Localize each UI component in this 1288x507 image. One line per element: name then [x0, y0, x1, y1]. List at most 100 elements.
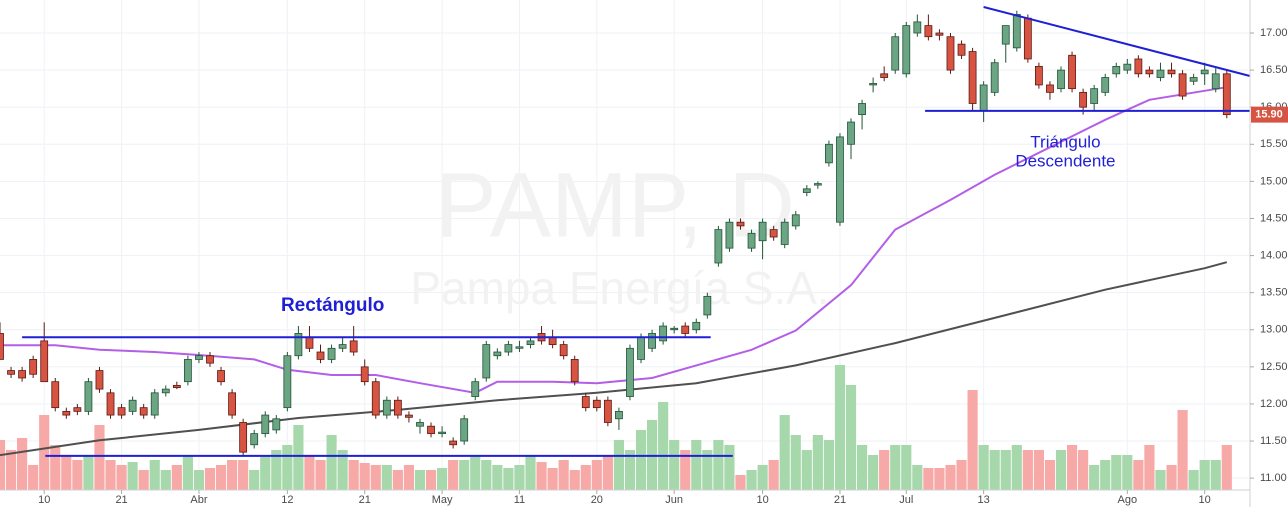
volume-bar — [989, 450, 1000, 490]
volume-bar — [1066, 445, 1078, 490]
candle-body — [393, 399, 402, 416]
volume-bar — [204, 468, 216, 490]
candle-body — [338, 344, 347, 349]
candle-body — [272, 418, 281, 431]
candle-body — [603, 399, 612, 423]
candle-body — [968, 51, 977, 104]
volume-bar — [1022, 450, 1033, 490]
volume-bar — [28, 465, 39, 490]
volume-bar — [1221, 445, 1232, 490]
y-tick-label: 11.50 — [1260, 435, 1287, 447]
volume-bar — [459, 460, 470, 490]
candle-body — [1134, 58, 1143, 75]
candle-body — [1178, 73, 1187, 97]
candle-body — [150, 392, 159, 416]
volume-bar — [1011, 445, 1022, 490]
x-tick-label: 10 — [1199, 494, 1211, 506]
volume-bar — [735, 475, 746, 490]
candle-body — [1057, 69, 1065, 90]
candle-body — [294, 333, 303, 357]
volume-bar — [1089, 465, 1100, 490]
candle-body — [648, 333, 656, 349]
candle-body — [1156, 69, 1165, 78]
candle-body — [858, 103, 866, 116]
candle-body — [935, 32, 944, 36]
volume-bar — [282, 445, 293, 490]
volume-bar — [304, 455, 315, 490]
candle-body — [283, 355, 292, 409]
candle-body — [139, 407, 148, 416]
candle-body — [515, 346, 524, 349]
volume-bar — [801, 450, 812, 490]
volume-bar — [414, 470, 426, 490]
volume-bar — [1133, 460, 1144, 490]
volume-bar — [1078, 450, 1089, 490]
candle-body — [62, 410, 71, 416]
volume-bar — [901, 445, 912, 490]
volume-bar — [138, 470, 149, 490]
candle-body — [40, 340, 49, 383]
candle-body — [1101, 77, 1110, 93]
candle-layer — [0, 10, 1231, 456]
volume-bar — [1155, 470, 1166, 490]
volume-bar — [580, 465, 591, 490]
candle-body — [670, 327, 679, 331]
volume-bar — [879, 450, 890, 490]
watermark: PAMP, D — [435, 154, 795, 256]
volume-bar — [724, 445, 735, 490]
volume-bar — [5, 450, 17, 490]
x-tick-label: 10 — [38, 494, 50, 506]
volume-bar — [227, 460, 238, 490]
volume-bar — [812, 435, 823, 490]
candle-body — [438, 431, 446, 435]
candle-body — [183, 359, 192, 383]
candle-body — [228, 392, 236, 416]
volume-bar — [547, 468, 558, 490]
candle-body — [1123, 63, 1132, 71]
volume-bar — [624, 450, 636, 490]
candle-body — [1090, 88, 1099, 104]
candle-body — [261, 414, 270, 435]
y-tick-label: 11.00 — [1260, 472, 1287, 484]
candle-body — [73, 407, 82, 412]
volume-bar — [613, 440, 625, 490]
volume-bar — [923, 468, 934, 490]
volume-bar — [149, 460, 160, 490]
y-tick-label: 13.00 — [1260, 324, 1288, 336]
candle-body — [1068, 54, 1076, 90]
candle-body — [637, 336, 645, 360]
candle-body — [1023, 17, 1032, 60]
x-tick-label: Abr — [190, 494, 207, 506]
x-tick-label: Jun — [665, 494, 683, 506]
volume-bar — [591, 460, 602, 490]
volume-bar — [293, 425, 304, 490]
candle-body — [305, 336, 314, 349]
candle-body — [791, 214, 800, 227]
grid — [0, 0, 1250, 490]
candle-body — [217, 370, 225, 383]
candle-body — [769, 229, 778, 238]
volume-bar — [83, 455, 94, 490]
volume-bar — [503, 468, 514, 490]
volume-bar — [249, 470, 260, 490]
volume-bar — [845, 385, 857, 490]
volume-bar — [381, 465, 392, 490]
x-tick-label: 12 — [281, 494, 293, 506]
volume-bar — [448, 460, 459, 490]
volume-bar — [61, 455, 72, 490]
volume-bar — [315, 460, 326, 490]
candle-body — [1046, 84, 1054, 93]
x-tick-label: 21 — [115, 494, 127, 506]
candle-body — [957, 43, 966, 56]
y-tick-label: 15.00 — [1260, 175, 1288, 187]
volume-bar — [116, 465, 127, 490]
candle-body — [681, 325, 690, 334]
volume-bar — [1033, 450, 1044, 490]
x-tick-label: 20 — [591, 494, 603, 506]
volume-bar — [890, 445, 901, 490]
volume-bar — [127, 462, 138, 490]
volume-bar — [934, 468, 945, 490]
candle-body — [780, 221, 789, 245]
y-tick-label: 15.50 — [1260, 138, 1288, 150]
